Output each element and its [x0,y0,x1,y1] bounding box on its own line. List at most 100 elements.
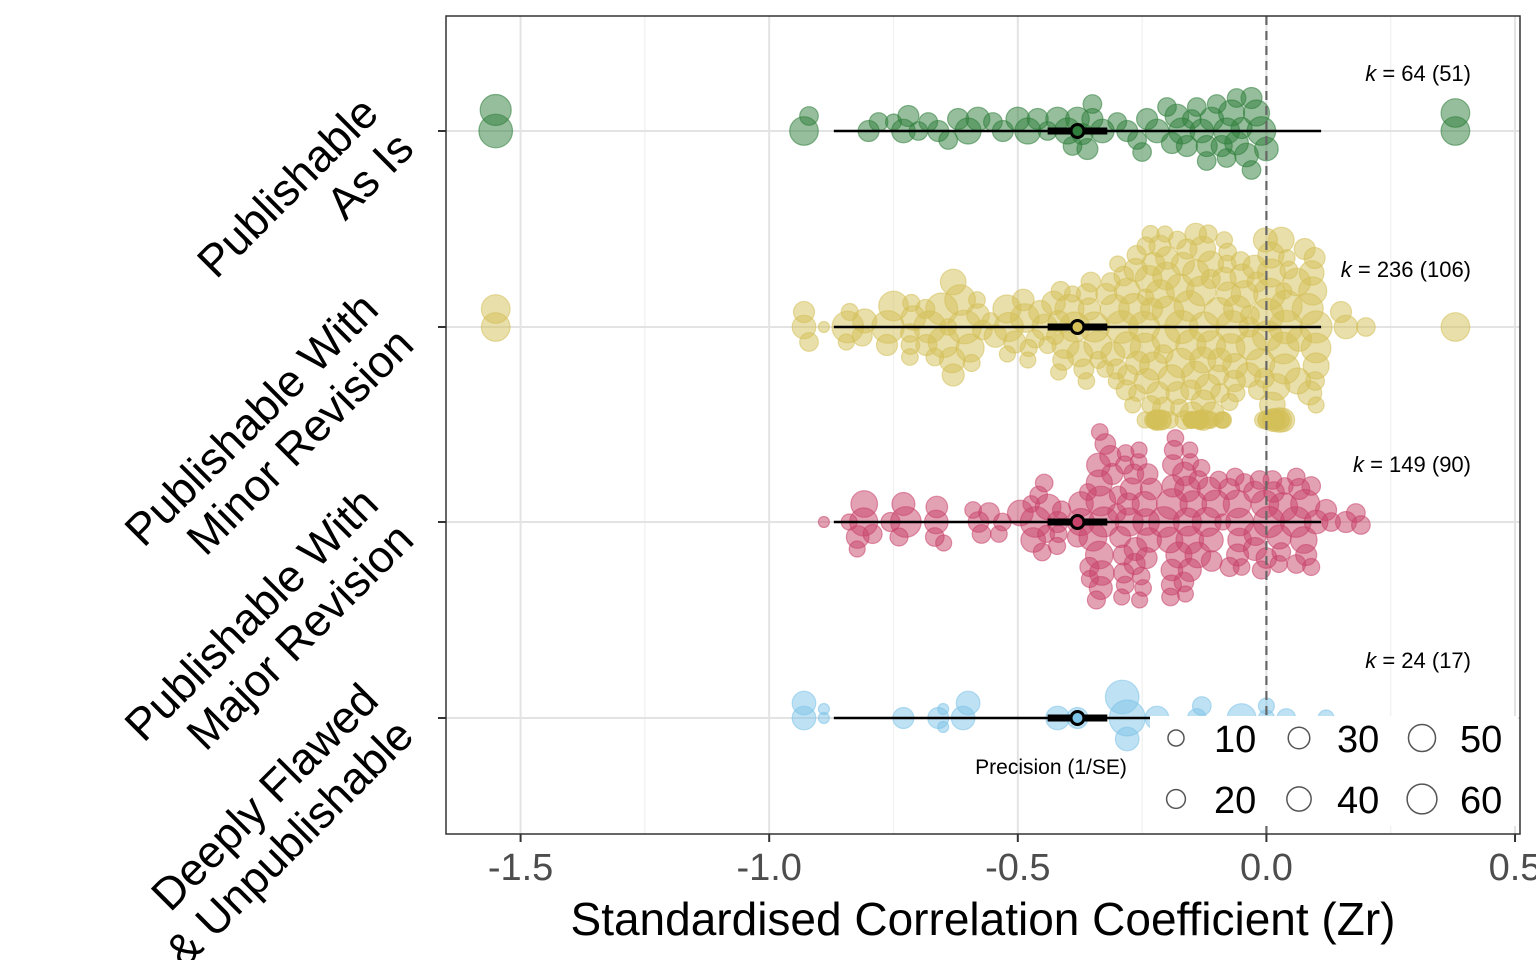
data-point [1114,726,1140,752]
data-point [1196,151,1217,171]
data-point [1350,515,1371,535]
data-point [1160,131,1184,155]
data-point [998,345,1017,363]
data-point [1241,160,1262,180]
data-point [1090,423,1109,441]
legend-size-key [1167,729,1185,747]
data-point [1124,396,1142,414]
data-point [1440,98,1471,128]
data-point [799,332,819,352]
data-point [1112,544,1134,566]
series-1-points [478,86,1471,180]
data-point [851,325,873,347]
data-point [1082,94,1103,114]
k-label: k = 24 (17) [1365,648,1471,673]
data-point [1166,429,1185,447]
summary-intervals [833,123,1322,726]
data-point [925,347,945,367]
data-point [884,113,903,131]
data-point [1049,363,1068,381]
data-point [1036,524,1056,544]
k-symbol: k [1341,257,1353,282]
legend: Precision (1/SE) 10 20 30 40 50 60 [975,716,1518,826]
data-point [1226,88,1247,108]
k-count: = 149 (90) [1364,452,1471,477]
data-point [971,524,992,544]
data-point [1208,364,1230,386]
legend-label: 10 [1214,719,1256,761]
data-point [817,702,831,716]
data-point [1307,396,1325,414]
data-point [1225,467,1245,487]
data-point [1028,299,1053,325]
data-point [1161,474,1185,498]
data-point [1212,411,1230,429]
data-point [862,523,883,545]
data-point [955,690,981,716]
data-point [1135,107,1159,131]
data-point [1240,305,1260,325]
mean-point [1069,514,1086,530]
data-point [840,302,859,322]
data-point [1109,525,1132,549]
data-point [1153,344,1174,364]
data-point [925,495,949,519]
k-label: k = 64 (51) [1365,61,1471,86]
k-label: k = 149 (90) [1353,452,1471,477]
data-point [817,320,831,334]
data-point [1156,225,1174,243]
data-point [1180,379,1202,401]
grid-lines [446,16,1520,834]
legend-size-key [1165,788,1187,810]
data-point [1198,527,1224,553]
data-point [1181,441,1199,459]
data-point [1220,392,1239,412]
data-point [1136,411,1154,429]
data-point [1286,326,1313,352]
data-point [889,527,909,547]
legend-size-key [1406,783,1438,815]
data-point [1080,271,1102,293]
data-point [937,720,950,734]
mean-point [1069,123,1086,139]
data-point [1246,271,1268,293]
data-point [937,702,950,716]
data-point [799,106,819,126]
data-point [1215,231,1234,249]
data-point [1157,97,1177,117]
legend-label: 50 [1460,719,1502,761]
data-point [1277,249,1296,267]
data-point [1251,560,1272,580]
sample-size-labels: k = 64 (51)k = 236 (106)k = 149 (90)k = … [1341,61,1471,673]
k-symbol: k [1353,452,1365,477]
data-point [1247,379,1269,401]
data-point [1011,288,1035,312]
data-point [1063,285,1082,303]
data-point [901,348,919,366]
data-points [478,86,1471,752]
data-point [918,112,939,132]
data-point [968,291,986,309]
k-symbol: k [1365,61,1377,86]
data-point [1183,411,1201,429]
data-point [962,353,981,373]
data-point [1107,503,1127,523]
data-point [964,501,982,519]
data-point [981,312,1000,330]
legend-title: Precision (1/SE) [975,756,1127,779]
data-point [1355,317,1376,337]
legend-size-key [1407,723,1437,753]
k-count: = 236 (106) [1352,257,1471,282]
data-point [1305,371,1325,391]
data-point [1440,312,1471,342]
series-3-points [817,423,1371,610]
data-point [1161,587,1180,607]
data-point [1302,557,1321,577]
data-point [850,490,879,518]
data-point [1132,142,1152,162]
k-count: = 24 (17) [1376,648,1471,673]
data-point [1275,282,1293,300]
data-point [1019,351,1037,369]
x-axis-title: Standardised Correlation Coefficient (Zr… [571,893,1396,945]
